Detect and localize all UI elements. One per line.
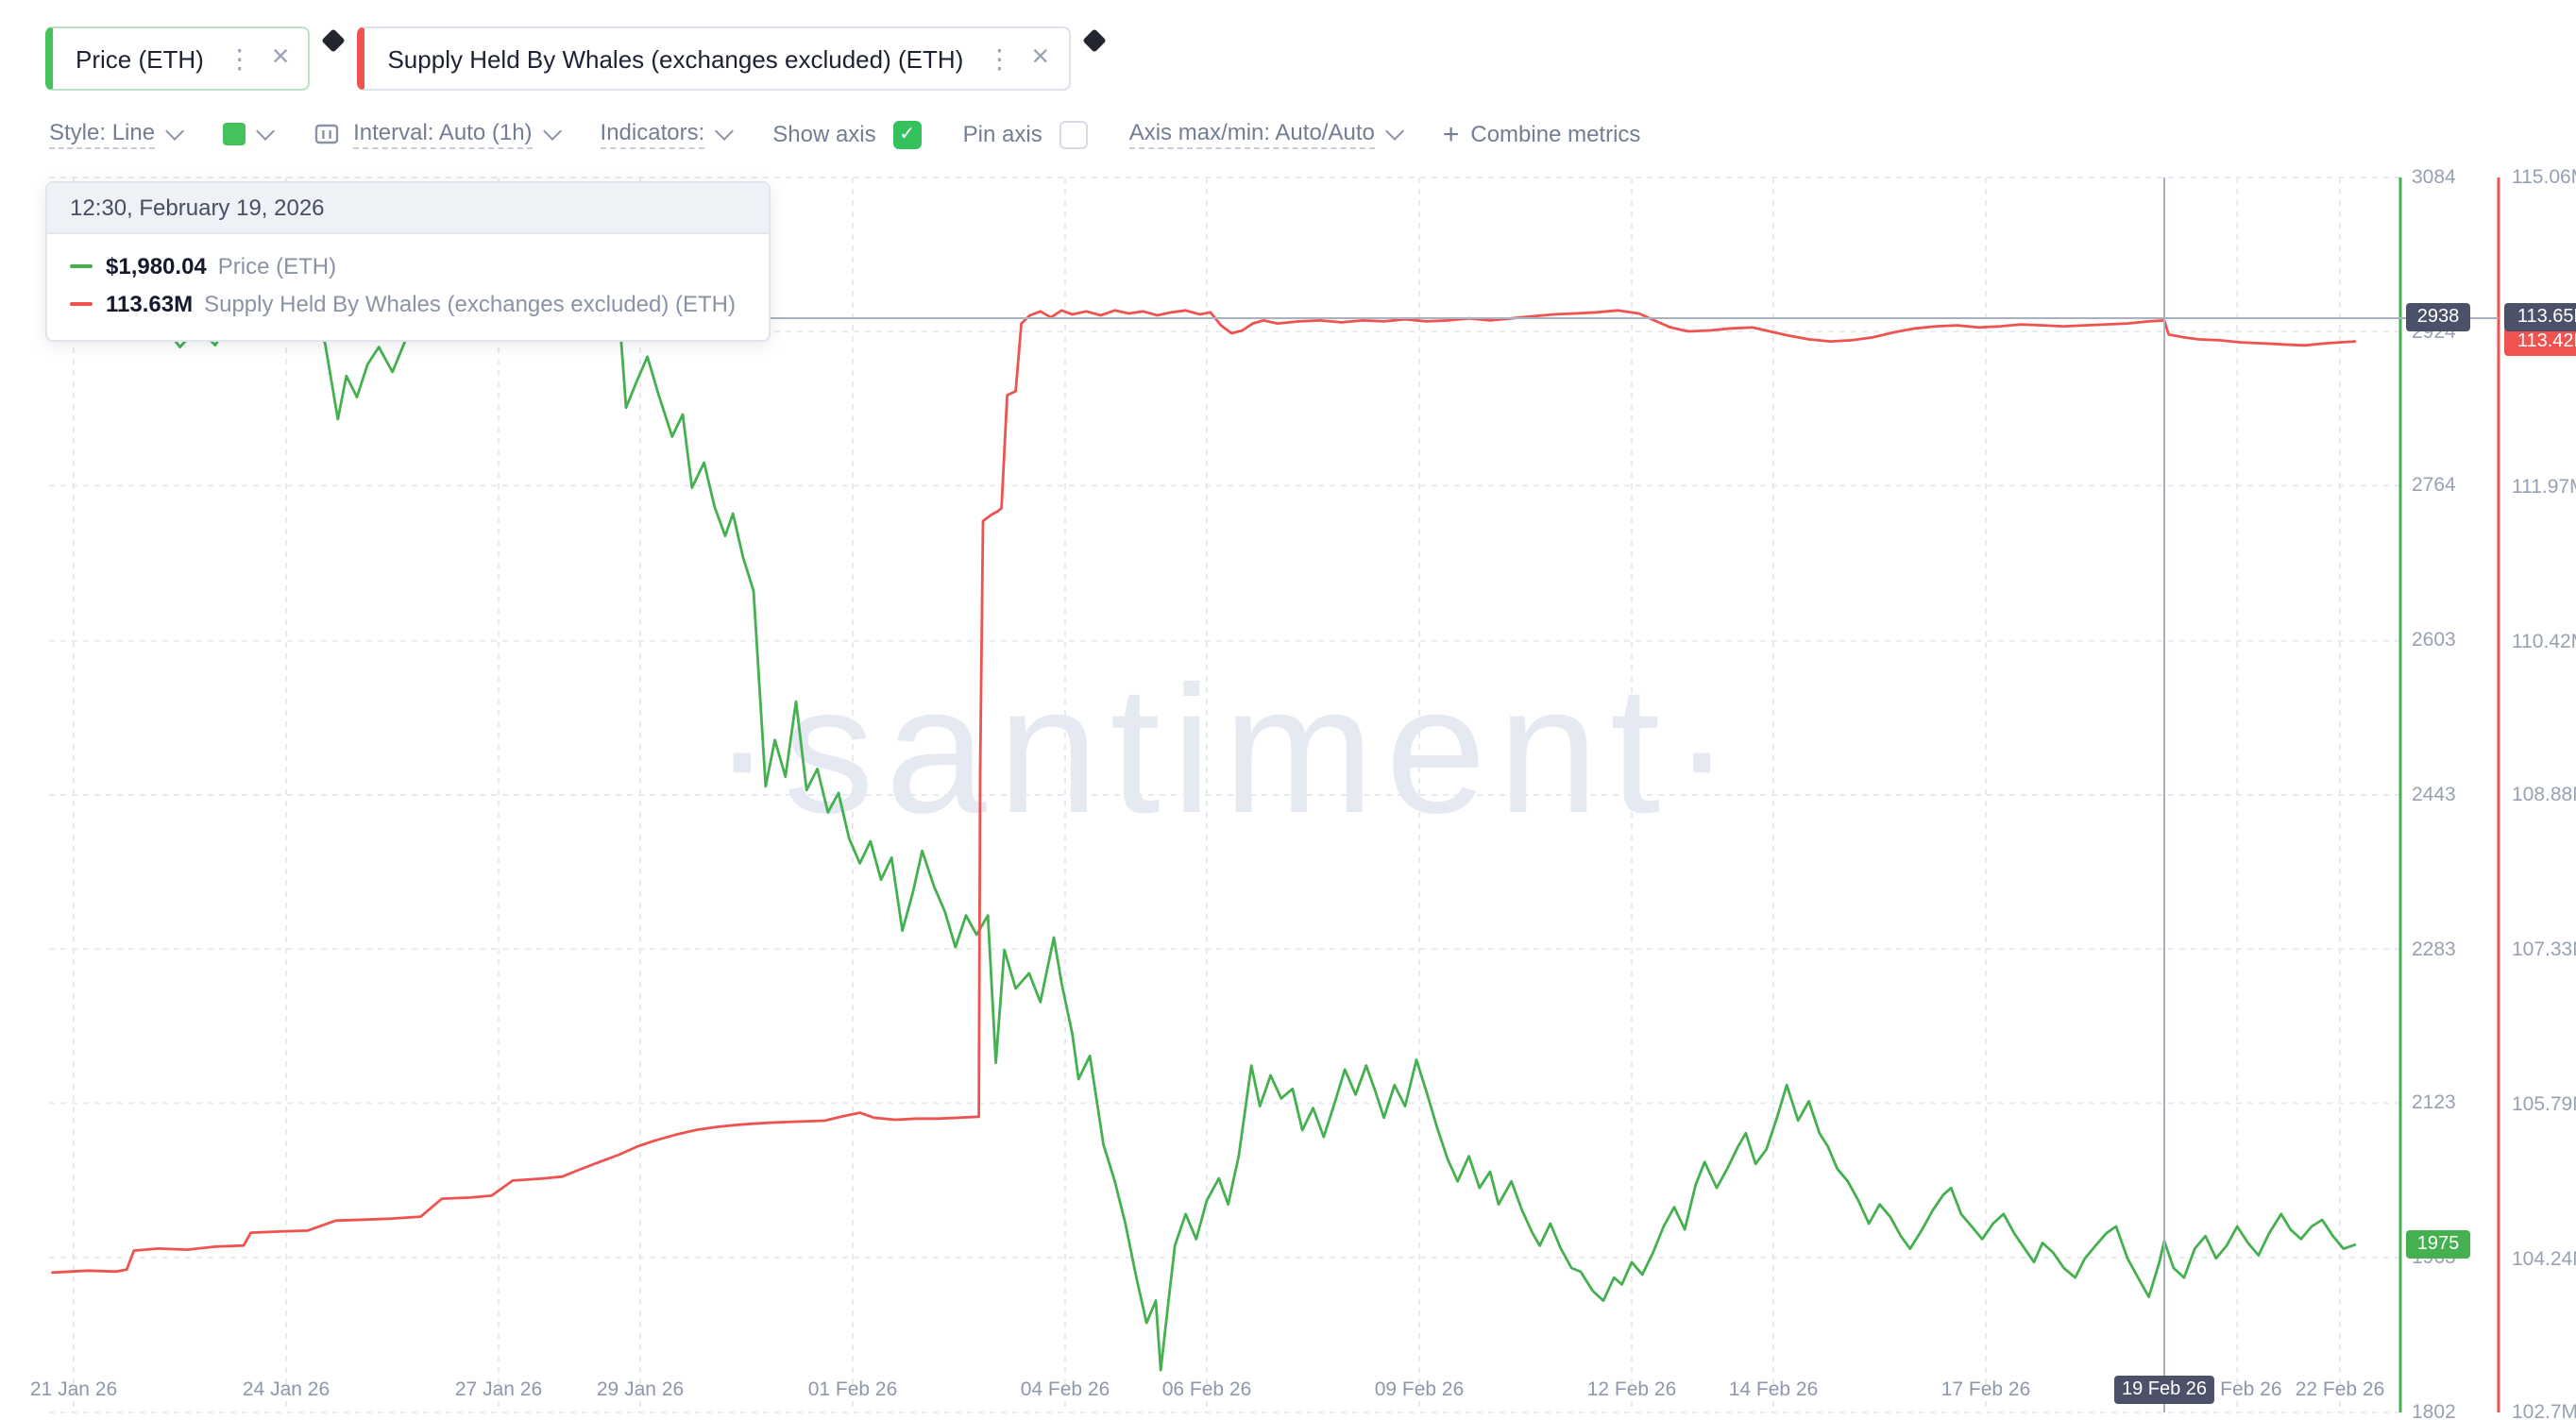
metric-tab-price[interactable]: Price (ETH) ⋮ ×	[45, 26, 311, 91]
kebab-menu-icon[interactable]: ⋮	[226, 43, 253, 74]
metric-tab-whale-supply-label: Supply Held By Whales (exchanges exclude…	[387, 44, 964, 73]
tooltip-body: $1,980.04 Price (ETH) 113.63M Supply Hel…	[47, 234, 769, 340]
tooltip-row-price: $1,980.04 Price (ETH)	[70, 247, 746, 285]
drag-handle-icon[interactable]	[321, 28, 347, 53]
tooltip-price-label: Price (ETH)	[217, 253, 337, 279]
metric-tabs-row: Price (ETH) ⋮ × Supply Held By Whales (e…	[45, 26, 1106, 91]
pin-axis-toggle[interactable]: Pin axis	[963, 120, 1088, 148]
style-dropdown[interactable]: Style: Line	[49, 119, 184, 149]
chart-tooltip: 12:30, February 19, 2026 $1,980.04 Price…	[45, 181, 771, 342]
show-axis-checkbox[interactable]: ✓	[892, 120, 922, 148]
interval-dropdown-label: Interval: Auto (1h)	[353, 119, 533, 149]
chevron-down-icon	[256, 121, 275, 140]
tooltip-supply-value: 113.63M	[106, 291, 194, 317]
tooltip-row-supply: 113.63M Supply Held By Whales (exchanges…	[70, 285, 746, 323]
show-axis-toggle[interactable]: Show axis ✓	[772, 120, 922, 148]
interval-dropdown[interactable]: Interval: Auto (1h)	[314, 119, 562, 149]
metric-tab-price-label: Price (ETH)	[76, 44, 204, 73]
crosshair-left-axis-badge: 2938	[2406, 303, 2470, 332]
close-icon[interactable]: ×	[271, 42, 290, 74]
combine-metrics-button[interactable]: + Combine metrics	[1443, 120, 1641, 148]
tooltip-supply-label: Supply Held By Whales (exchanges exclude…	[204, 291, 737, 317]
crosshair-right-axis-badge: 113.65M	[2504, 303, 2576, 332]
santiment-watermark: ·santiment·	[711, 650, 1744, 852]
drag-handle-icon[interactable]	[1081, 28, 1106, 53]
chart-toolbar: Style: Line Interval: Auto (1h) Indicato…	[49, 113, 1640, 155]
last-price-badge: 1975	[2406, 1230, 2470, 1259]
interval-icon	[314, 121, 340, 147]
color-picker[interactable]	[223, 121, 275, 145]
chevron-down-icon	[715, 121, 735, 140]
indicators-dropdown[interactable]: Indicators:	[600, 119, 735, 149]
combine-metrics-label: Combine metrics	[1470, 121, 1641, 147]
pin-axis-label: Pin axis	[962, 121, 1042, 147]
chevron-down-icon	[542, 121, 562, 140]
indicators-dropdown-label: Indicators:	[600, 119, 705, 149]
crosshair-date-badge: 19 Feb 26	[2113, 1376, 2215, 1404]
show-axis-label: Show axis	[772, 121, 876, 147]
style-dropdown-label: Style: Line	[49, 119, 156, 149]
chevron-down-icon	[165, 121, 184, 140]
price-series-marker	[70, 264, 93, 268]
pin-axis-checkbox[interactable]	[1059, 120, 1088, 148]
close-icon[interactable]: ×	[1031, 42, 1049, 74]
supply-series-marker	[70, 302, 93, 306]
axis-maxmin-label: Axis max/min: Auto/Auto	[1128, 119, 1375, 149]
kebab-menu-icon[interactable]: ⋮	[986, 43, 1013, 74]
tooltip-price-value: $1,980.04	[106, 253, 207, 279]
chevron-down-icon	[1384, 121, 1404, 140]
metric-tab-whale-supply[interactable]: Supply Held By Whales (exchanges exclude…	[357, 26, 1070, 91]
plus-icon: +	[1442, 118, 1460, 150]
tooltip-timestamp: 12:30, February 19, 2026	[47, 183, 769, 234]
color-swatch[interactable]	[223, 123, 246, 145]
axis-maxmin-dropdown[interactable]: Axis max/min: Auto/Auto	[1128, 119, 1404, 149]
